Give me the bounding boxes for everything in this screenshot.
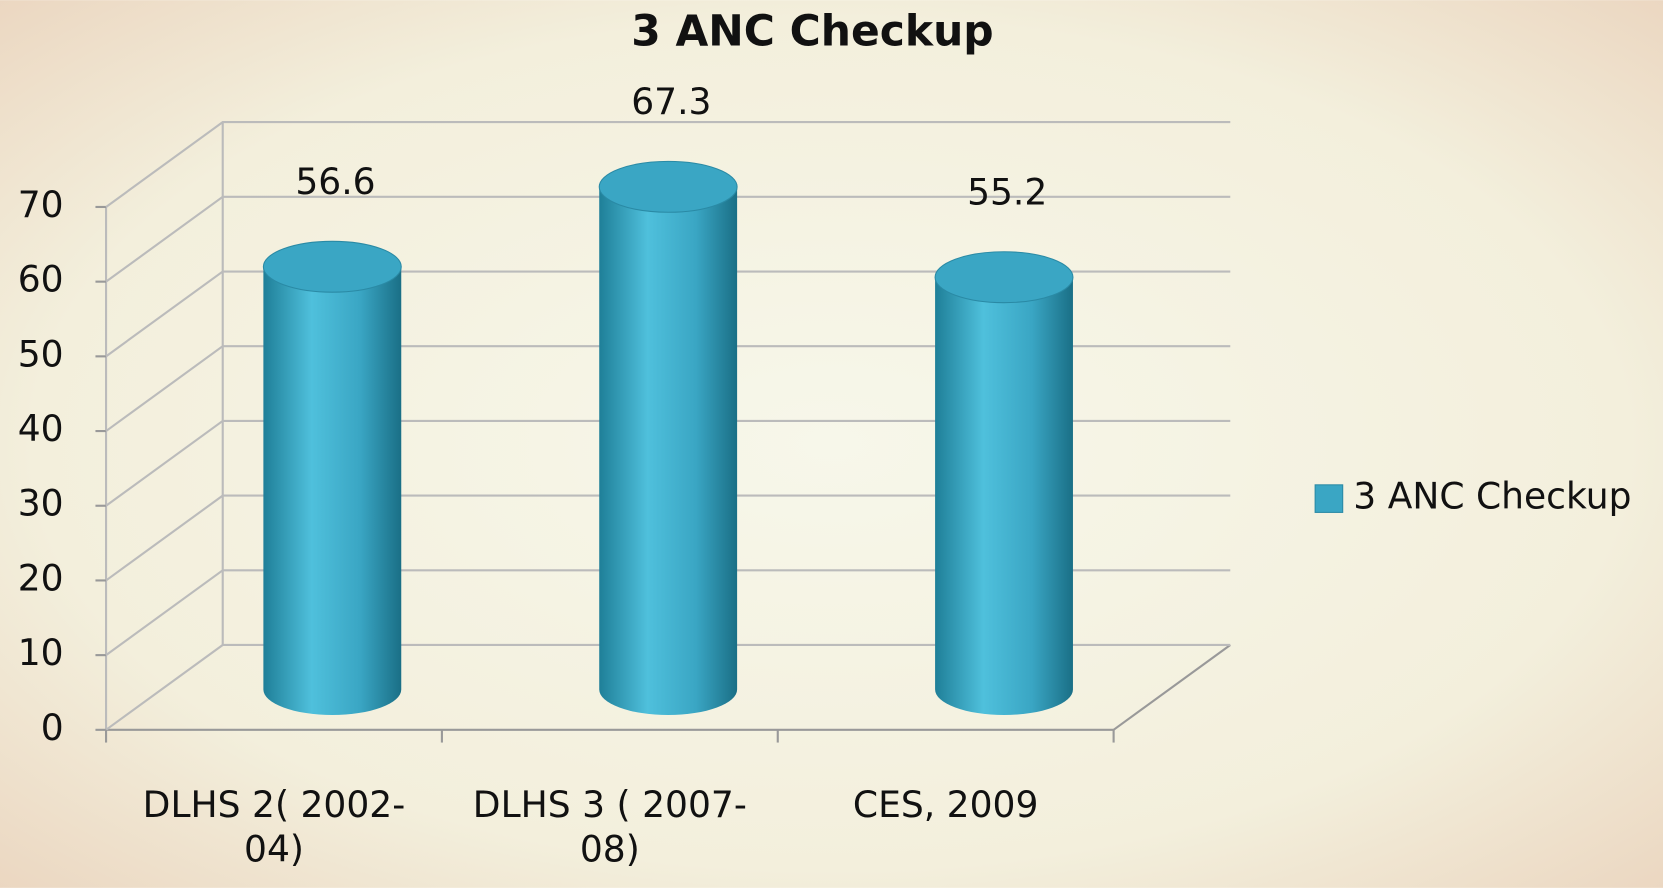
chart-title: 3 ANC Checkup bbox=[631, 8, 993, 57]
axis-line bbox=[1112, 644, 1231, 731]
bar-top bbox=[934, 251, 1074, 304]
bar bbox=[262, 240, 402, 715]
grid-line bbox=[105, 121, 1231, 208]
y-tick-label: 60 bbox=[18, 259, 64, 301]
grid-line bbox=[105, 345, 1231, 432]
bar-body bbox=[263, 266, 402, 715]
y-tick-label: 30 bbox=[18, 483, 64, 525]
data-label: 55.2 bbox=[967, 171, 1047, 213]
bar bbox=[598, 160, 738, 715]
x-tick-label: CES, 2009 bbox=[852, 783, 1039, 827]
bar-body bbox=[935, 277, 1073, 715]
grid-line bbox=[105, 419, 1231, 507]
data-label: 67.3 bbox=[631, 81, 711, 123]
y-tick-label: 10 bbox=[18, 632, 64, 674]
legend-label: 3 ANC Checkup bbox=[1353, 476, 1631, 518]
grid-line bbox=[105, 569, 1231, 656]
x-tick-label-box: DLHS 3 ( 2007-08) bbox=[472, 783, 747, 871]
bar-body bbox=[599, 186, 738, 715]
y-tick-label: 0 bbox=[41, 707, 64, 749]
grid-line bbox=[105, 643, 1231, 731]
legend-swatch bbox=[1314, 484, 1344, 513]
x-tick-label-box: DLHS 2( 2002-04) bbox=[142, 783, 406, 871]
grid-line bbox=[105, 195, 1231, 283]
bar-top bbox=[262, 240, 402, 293]
grid-line bbox=[105, 494, 1231, 582]
x-tick-label: DLHS 3 ( 2007-08) bbox=[472, 783, 747, 871]
y-tick-label: 50 bbox=[18, 333, 64, 375]
x-tick-label: DLHS 2( 2002-04) bbox=[142, 783, 406, 871]
grid-line bbox=[105, 270, 1231, 358]
data-label: 56.6 bbox=[295, 161, 375, 203]
bar-top bbox=[598, 160, 738, 213]
bar bbox=[934, 251, 1074, 715]
x-tick-label-box: CES, 2009 bbox=[852, 783, 1039, 827]
y-tick-label: 20 bbox=[18, 557, 64, 599]
y-tick-label: 40 bbox=[18, 408, 64, 450]
y-tick-label: 70 bbox=[18, 184, 64, 226]
